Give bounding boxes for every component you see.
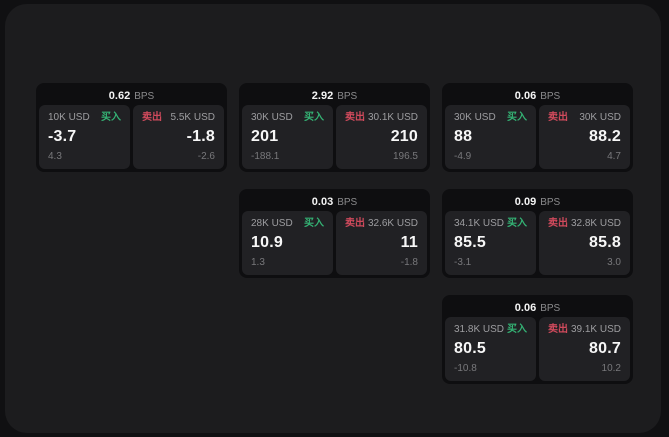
- sell-amount: 30K USD: [579, 112, 621, 123]
- buy-amount: 30K USD: [251, 112, 293, 123]
- buy-delta: -10.8: [454, 363, 477, 374]
- sell-price: 11: [400, 234, 418, 251]
- sell-price: 210: [390, 128, 418, 145]
- sell-price: -1.8: [186, 128, 215, 145]
- bps-value: 2.92: [311, 90, 334, 102]
- buy-price: 10.9: [251, 234, 283, 251]
- bps-unit-label: BPS: [337, 90, 358, 102]
- bps-value: 0.62: [108, 90, 131, 102]
- buy-delta: -4.9: [454, 151, 472, 162]
- sell-amount: 30.1K USD: [367, 112, 418, 123]
- sell-side-label: 卖出: [345, 218, 365, 229]
- bps-value: 0.09: [514, 196, 537, 208]
- bps-header: 0.62 BPS: [39, 87, 224, 105]
- sell-side-label: 卖出: [345, 112, 365, 123]
- buy-amount: 34.1K USD: [454, 218, 505, 229]
- buy-delta: -188.1: [251, 151, 280, 162]
- sell-amount: 39.1K USD: [570, 324, 621, 335]
- quote-card: 0.62 BPS 10K USD 买入 -3.7 4.3 卖出 5.5K USD: [36, 83, 227, 172]
- buy-panel[interactable]: 30K USD 买入 201 -188.1: [242, 105, 333, 169]
- quote-card: 0.06 BPS 30K USD 买入 88 -4.9 卖出 30K USD: [442, 83, 633, 172]
- buy-side-label: 买入: [304, 112, 324, 123]
- sell-amount: 32.8K USD: [570, 218, 621, 229]
- bps-header: 0.03 BPS: [242, 193, 427, 211]
- quote-card: 2.92 BPS 30K USD 买入 201 -188.1 卖出 30.1K …: [239, 83, 430, 172]
- sell-side-label: 卖出: [548, 218, 568, 229]
- buy-amount: 30K USD: [454, 112, 496, 123]
- buy-delta: -3.1: [454, 257, 472, 268]
- buy-side-label: 买入: [507, 324, 527, 335]
- quote-card: 0.03 BPS 28K USD 买入 10.9 1.3 卖出 32.6K US…: [239, 189, 430, 278]
- sell-panel[interactable]: 卖出 32.8K USD 85.8 3.0: [539, 211, 630, 275]
- sell-delta: -2.6: [197, 151, 215, 162]
- bps-header: 0.09 BPS: [445, 193, 630, 211]
- bps-header: 0.06 BPS: [445, 87, 630, 105]
- buy-panel[interactable]: 10K USD 买入 -3.7 4.3: [39, 105, 130, 169]
- bps-value: 0.03: [311, 196, 334, 208]
- bps-unit-label: BPS: [134, 90, 155, 102]
- buy-price: 201: [251, 128, 279, 145]
- quotes-grid: 0.62 BPS 10K USD 买入 -3.7 4.3 卖出 5.5K USD: [36, 83, 633, 384]
- buy-amount: 31.8K USD: [454, 324, 505, 335]
- sell-panel[interactable]: 卖出 5.5K USD -1.8 -2.6: [133, 105, 224, 169]
- sell-panel[interactable]: 卖出 30.1K USD 210 196.5: [336, 105, 427, 169]
- sell-panel[interactable]: 卖出 32.6K USD 11 -1.8: [336, 211, 427, 275]
- app-window: 0.62 BPS 10K USD 买入 -3.7 4.3 卖出 5.5K USD: [5, 4, 661, 433]
- sell-price: 85.8: [589, 234, 621, 251]
- bps-value: 0.06: [514, 302, 537, 314]
- sell-delta: 196.5: [392, 151, 418, 162]
- buy-panel[interactable]: 34.1K USD 买入 85.5 -3.1: [445, 211, 536, 275]
- buy-panel[interactable]: 28K USD 买入 10.9 1.3: [242, 211, 333, 275]
- sell-panel[interactable]: 卖出 39.1K USD 80.7 10.2: [539, 317, 630, 381]
- buy-delta: 4.3: [48, 151, 62, 162]
- sell-panel[interactable]: 卖出 30K USD 88.2 4.7: [539, 105, 630, 169]
- bps-unit-label: BPS: [540, 196, 561, 208]
- sell-price: 80.7: [589, 340, 621, 357]
- sell-side-label: 卖出: [142, 112, 162, 123]
- buy-amount: 10K USD: [48, 112, 90, 123]
- quote-card: 0.09 BPS 34.1K USD 买入 85.5 -3.1 卖出 32.8K…: [442, 189, 633, 278]
- bps-header: 2.92 BPS: [242, 87, 427, 105]
- sell-delta: 4.7: [607, 151, 621, 162]
- buy-side-label: 买入: [507, 112, 527, 123]
- quote-card: 0.06 BPS 31.8K USD 买入 80.5 -10.8 卖出 39.1…: [442, 295, 633, 384]
- buy-amount: 28K USD: [251, 218, 293, 229]
- bps-unit-label: BPS: [540, 302, 561, 314]
- bps-unit-label: BPS: [540, 90, 561, 102]
- buy-panel[interactable]: 31.8K USD 买入 80.5 -10.8: [445, 317, 536, 381]
- bps-header: 0.06 BPS: [445, 299, 630, 317]
- sell-delta: 10.2: [601, 363, 621, 374]
- sell-delta: -1.8: [400, 257, 418, 268]
- buy-price: 88: [454, 128, 473, 145]
- buy-side-label: 买入: [304, 218, 324, 229]
- bps-value: 0.06: [514, 90, 537, 102]
- buy-price: -3.7: [48, 128, 77, 145]
- buy-side-label: 买入: [507, 218, 527, 229]
- buy-panel[interactable]: 30K USD 买入 88 -4.9: [445, 105, 536, 169]
- sell-side-label: 卖出: [548, 324, 568, 335]
- sell-price: 88.2: [589, 128, 621, 145]
- sell-amount: 5.5K USD: [170, 112, 215, 123]
- buy-side-label: 买入: [101, 112, 121, 123]
- buy-delta: 1.3: [251, 257, 265, 268]
- buy-price: 85.5: [454, 234, 486, 251]
- buy-price: 80.5: [454, 340, 486, 357]
- bps-unit-label: BPS: [337, 196, 358, 208]
- sell-amount: 32.6K USD: [367, 218, 418, 229]
- sell-side-label: 卖出: [548, 112, 568, 123]
- sell-delta: 3.0: [607, 257, 621, 268]
